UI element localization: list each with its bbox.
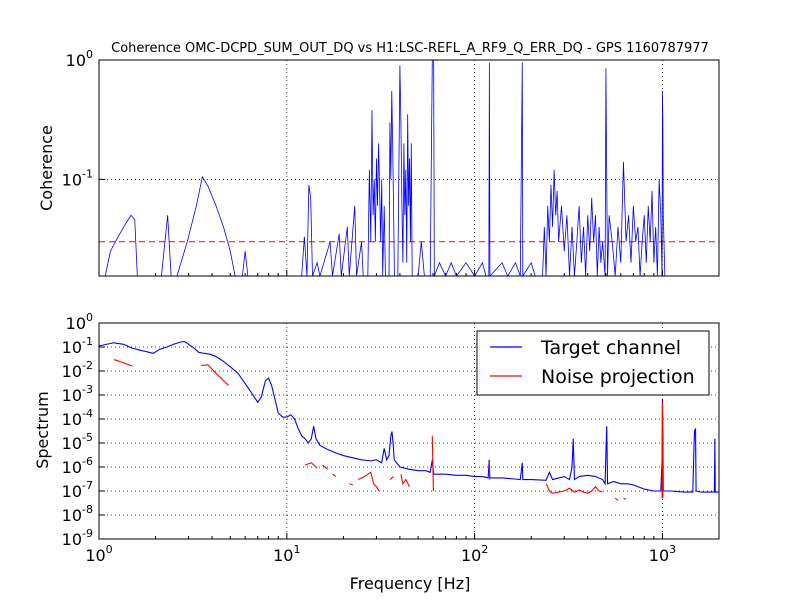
coherence-panel: Coherence OMC-DCPD_SUM_OUT_DQ vs H1:LSC-… bbox=[37, 41, 720, 277]
noise-projection-line bbox=[614, 497, 619, 501]
target-channel-line bbox=[99, 340, 719, 493]
x-tick-label-exponent: 0 bbox=[106, 543, 113, 556]
spectrum-y-tick-label-exponent: 0 bbox=[86, 311, 93, 324]
spectrum-frame bbox=[98, 322, 720, 540]
spectrum-y-tick-label-exponent: -8 bbox=[82, 503, 93, 516]
spectrum-y-tick-label: 10-5 bbox=[62, 431, 93, 453]
spectrum-y-tick-label-exponent: -3 bbox=[82, 383, 93, 396]
noise-projection-line bbox=[661, 402, 664, 499]
spectrum-y-tick-label: 10-8 bbox=[62, 503, 93, 525]
x-tick-label-exponent: 2 bbox=[481, 543, 488, 556]
spectrum-y-label: Spectrum bbox=[33, 391, 52, 469]
legend-box bbox=[476, 330, 710, 396]
spectrum-y-tick-label: 10-6 bbox=[62, 455, 93, 477]
spectrum-panel: 10010-110-210-310-410-510-610-710-810-9 … bbox=[33, 270, 720, 593]
noise-projection-line bbox=[304, 462, 318, 469]
spectrum-y-tick-label-base: 10 bbox=[62, 386, 82, 405]
noise-projection-line bbox=[623, 497, 627, 500]
legend: Target channel Noise projection bbox=[476, 330, 710, 396]
coherence-y-label: Coherence bbox=[37, 125, 56, 211]
spectrum-y-tick-label-exponent: -4 bbox=[82, 407, 93, 420]
coherence-title: Coherence OMC-DCPD_SUM_OUT_DQ vs H1:LSC-… bbox=[111, 41, 709, 56]
coherence-frame bbox=[98, 59, 720, 277]
spectrum-series bbox=[99, 340, 719, 501]
spectrum-y-tick-label-base: 10 bbox=[62, 410, 82, 429]
coherence-series-line bbox=[104, 60, 666, 276]
noise-projection-line bbox=[400, 474, 410, 488]
spectrum-y-tick-label-exponent: -2 bbox=[82, 359, 93, 372]
spectrum-series-group bbox=[99, 340, 719, 501]
legend-label-target: Target channel bbox=[540, 337, 681, 359]
x-tick-label-exponent: 3 bbox=[669, 543, 676, 556]
spectrum-y-tick-label-base: 10 bbox=[62, 482, 82, 501]
spectrum-y-tick-label: 10-2 bbox=[62, 359, 93, 381]
x-tick-label: 103 bbox=[649, 543, 676, 565]
spectrum-y-tick-label: 10-3 bbox=[62, 383, 93, 405]
x-tick-label-base: 10 bbox=[273, 546, 293, 565]
spectrum-y-tick-label-base: 10 bbox=[62, 530, 82, 549]
x-tick-label-base: 10 bbox=[85, 546, 105, 565]
spectrum-y-tick-label: 100 bbox=[66, 311, 93, 333]
noise-projection-line bbox=[332, 473, 336, 477]
spectrum-y-tick-label: 10-7 bbox=[62, 479, 93, 501]
x-tick-label: 102 bbox=[461, 543, 488, 565]
noise-projection-line bbox=[349, 483, 354, 486]
coherence-y-tick-label: 100 bbox=[66, 48, 93, 70]
spectrum-y-tick-label-base: 10 bbox=[62, 458, 82, 477]
legend-label-noise: Noise projection bbox=[541, 366, 695, 388]
spectrum-y-tick-label-base: 10 bbox=[62, 338, 82, 357]
spectrum-y-tick-label-exponent: -7 bbox=[82, 479, 93, 492]
spectrum-y-tick-label-exponent: -5 bbox=[82, 431, 93, 444]
spectrum-y-tick-label-base: 10 bbox=[62, 506, 82, 525]
spectrum-x-label: Frequency [Hz] bbox=[350, 574, 471, 593]
coherence-y-tick-label-exponent: -1 bbox=[82, 167, 93, 180]
x-tick-label-base: 10 bbox=[461, 546, 481, 565]
noise-projection-line bbox=[431, 435, 434, 492]
spectrum-y-tick-label-base: 10 bbox=[66, 314, 86, 333]
coherence-y-tick-label: 10-1 bbox=[62, 167, 93, 189]
noise-projection-line bbox=[389, 476, 394, 480]
spectrum-y-tick-label-base: 10 bbox=[62, 362, 82, 381]
spectrum-y-tick-label: 10-9 bbox=[62, 527, 93, 549]
noise-projection-line bbox=[113, 359, 133, 367]
coherence-y-tick-label-exponent: 0 bbox=[86, 48, 93, 61]
spectrum-y-tick-label-exponent: -6 bbox=[82, 455, 93, 468]
spectrum-y-tick-label-exponent: -1 bbox=[82, 335, 93, 348]
spectrum-y-tick-label: 10-4 bbox=[62, 407, 93, 429]
spectrum-y-tick-label-base: 10 bbox=[62, 434, 82, 453]
spectrum-y-tick-label-exponent: -9 bbox=[82, 527, 93, 540]
coherence-series-group bbox=[104, 60, 666, 276]
noise-projection-line bbox=[322, 464, 329, 470]
x-tick-label-base: 10 bbox=[649, 546, 669, 565]
coherence-y-tick-label-base: 10 bbox=[66, 51, 86, 70]
coherence-y-tick-label-base: 10 bbox=[62, 170, 82, 189]
noise-projection-line bbox=[201, 364, 230, 386]
spectrum-x-ticks: 100 101 102 103 bbox=[85, 270, 720, 565]
noise-projection-line bbox=[545, 483, 603, 494]
x-tick-label-exponent: 1 bbox=[293, 543, 300, 556]
x-tick-label: 101 bbox=[273, 543, 300, 565]
x-tick-label: 100 bbox=[85, 543, 112, 565]
spectrum-y-tick-label: 10-1 bbox=[62, 335, 93, 357]
noise-projection-line bbox=[358, 471, 380, 492]
